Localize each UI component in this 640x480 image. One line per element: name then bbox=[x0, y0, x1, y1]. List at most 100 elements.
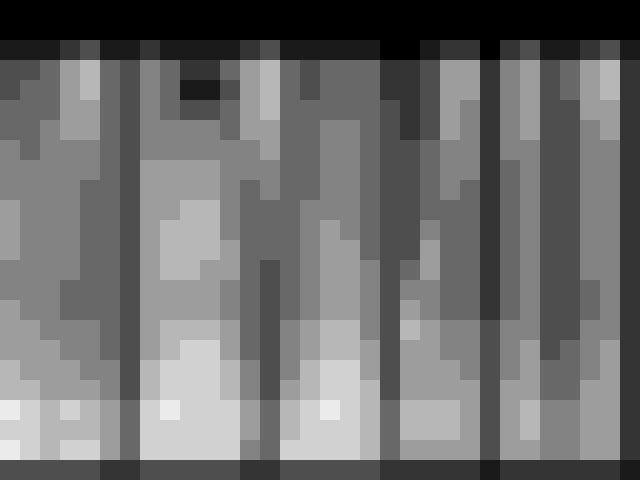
cell bbox=[400, 220, 421, 241]
cell bbox=[440, 60, 461, 81]
cell bbox=[440, 240, 461, 261]
cell bbox=[340, 160, 361, 181]
cell bbox=[140, 320, 161, 341]
cell bbox=[120, 0, 141, 21]
cell bbox=[360, 320, 381, 341]
cell bbox=[220, 420, 241, 441]
cell bbox=[160, 220, 181, 241]
cell bbox=[440, 220, 461, 241]
cell bbox=[100, 360, 121, 381]
cell bbox=[280, 360, 301, 381]
cell bbox=[120, 20, 141, 41]
cell bbox=[180, 160, 201, 181]
cell bbox=[460, 240, 481, 261]
cell bbox=[0, 160, 21, 181]
cell bbox=[380, 380, 401, 401]
cell bbox=[420, 120, 441, 141]
cell bbox=[580, 160, 601, 181]
cell bbox=[580, 0, 601, 21]
cell bbox=[500, 440, 521, 461]
cell bbox=[300, 120, 321, 141]
cell bbox=[480, 200, 501, 221]
cell bbox=[380, 220, 401, 241]
cell bbox=[60, 340, 81, 361]
cell bbox=[300, 160, 321, 181]
cell bbox=[340, 360, 361, 381]
cell bbox=[380, 20, 401, 41]
cell bbox=[400, 240, 421, 261]
cell bbox=[480, 220, 501, 241]
cell bbox=[560, 120, 581, 141]
cell bbox=[300, 20, 321, 41]
cell bbox=[600, 100, 621, 121]
cell bbox=[200, 120, 221, 141]
cell bbox=[580, 360, 601, 381]
cell bbox=[380, 260, 401, 281]
cell bbox=[140, 100, 161, 121]
cell bbox=[440, 20, 461, 41]
cell bbox=[460, 360, 481, 381]
cell bbox=[400, 140, 421, 161]
cell bbox=[540, 20, 561, 41]
cell bbox=[520, 140, 541, 161]
cell bbox=[20, 460, 41, 480]
cell bbox=[400, 460, 421, 480]
cell bbox=[540, 0, 561, 21]
cell bbox=[220, 100, 241, 121]
cell bbox=[300, 60, 321, 81]
cell bbox=[240, 160, 261, 181]
cell bbox=[60, 420, 81, 441]
cell bbox=[260, 140, 281, 161]
cell bbox=[160, 140, 181, 161]
cell bbox=[160, 0, 181, 21]
cell bbox=[260, 40, 281, 61]
cell bbox=[360, 40, 381, 61]
cell bbox=[320, 80, 341, 101]
cell bbox=[160, 340, 181, 361]
cell bbox=[160, 280, 181, 301]
cell bbox=[80, 80, 101, 101]
cell bbox=[0, 200, 21, 221]
cell bbox=[300, 300, 321, 321]
cell bbox=[160, 40, 181, 61]
cell bbox=[480, 400, 501, 421]
cell bbox=[580, 240, 601, 261]
cell bbox=[600, 20, 621, 41]
cell bbox=[540, 340, 561, 361]
cell bbox=[160, 380, 181, 401]
cell bbox=[60, 300, 81, 321]
cell bbox=[360, 200, 381, 221]
cell bbox=[80, 20, 101, 41]
cell bbox=[600, 80, 621, 101]
cell bbox=[540, 60, 561, 81]
cell bbox=[600, 460, 621, 480]
cell bbox=[620, 180, 640, 201]
cell bbox=[560, 100, 581, 121]
cell bbox=[240, 140, 261, 161]
cell bbox=[120, 320, 141, 341]
cell bbox=[580, 60, 601, 81]
cell bbox=[340, 140, 361, 161]
cell bbox=[160, 440, 181, 461]
cell bbox=[480, 360, 501, 381]
cell bbox=[620, 400, 640, 421]
cell bbox=[180, 200, 201, 221]
cell bbox=[260, 360, 281, 381]
cell bbox=[140, 360, 161, 381]
cell bbox=[0, 420, 21, 441]
cell bbox=[380, 280, 401, 301]
cell bbox=[300, 320, 321, 341]
cell bbox=[440, 180, 461, 201]
cell bbox=[280, 320, 301, 341]
cell bbox=[520, 300, 541, 321]
cell bbox=[600, 160, 621, 181]
cell bbox=[320, 380, 341, 401]
cell bbox=[400, 320, 421, 341]
cell bbox=[540, 320, 561, 341]
cell bbox=[200, 300, 221, 321]
cell bbox=[500, 20, 521, 41]
cell bbox=[460, 340, 481, 361]
cell bbox=[500, 260, 521, 281]
cell bbox=[420, 280, 441, 301]
cell bbox=[320, 40, 341, 61]
